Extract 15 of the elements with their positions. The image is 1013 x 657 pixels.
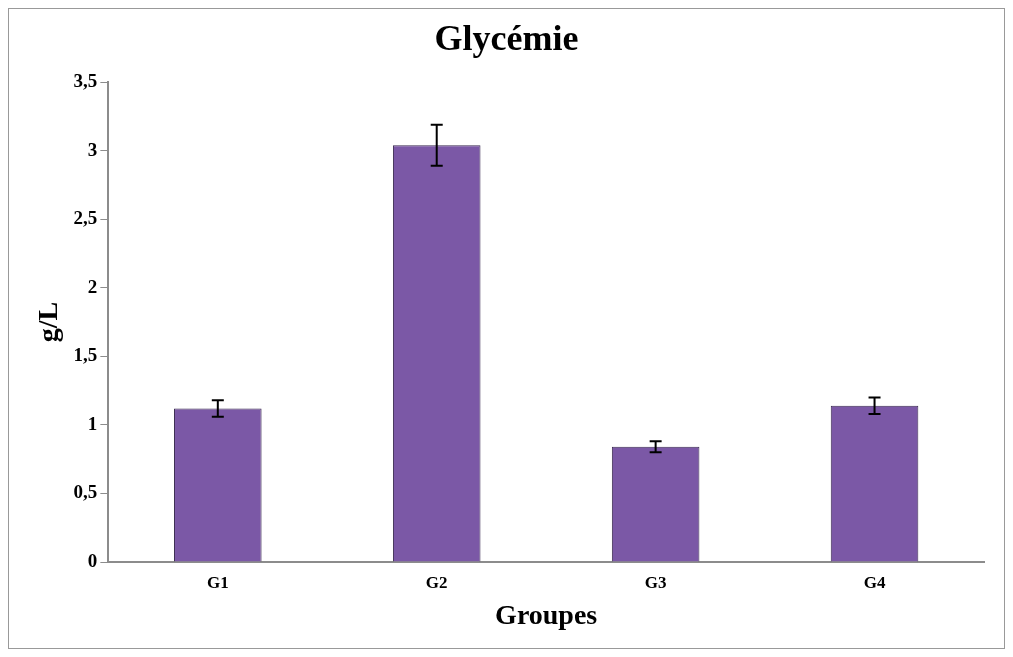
y-tick-label: 2,5 (73, 207, 98, 229)
y-tick-label: 3,5 (73, 70, 98, 92)
y-tick-label: 0,5 (73, 481, 98, 503)
y-tick-label: 0 (87, 549, 98, 571)
y-tick-label: 1 (87, 412, 98, 434)
chart-title: Glycémie (434, 17, 579, 58)
y-tick-label: 2 (87, 275, 98, 297)
y-tick-label: 1,5 (73, 344, 98, 366)
x-tick-label: G3 (644, 572, 667, 592)
x-axis-title: Groupes (495, 599, 598, 631)
x-tick-label: G1 (206, 572, 229, 592)
y-axis-title: g/L (32, 301, 64, 343)
y-tick-label: 3 (87, 138, 98, 160)
x-tick-label: G2 (425, 572, 448, 592)
x-tick-label: G4 (863, 572, 886, 592)
